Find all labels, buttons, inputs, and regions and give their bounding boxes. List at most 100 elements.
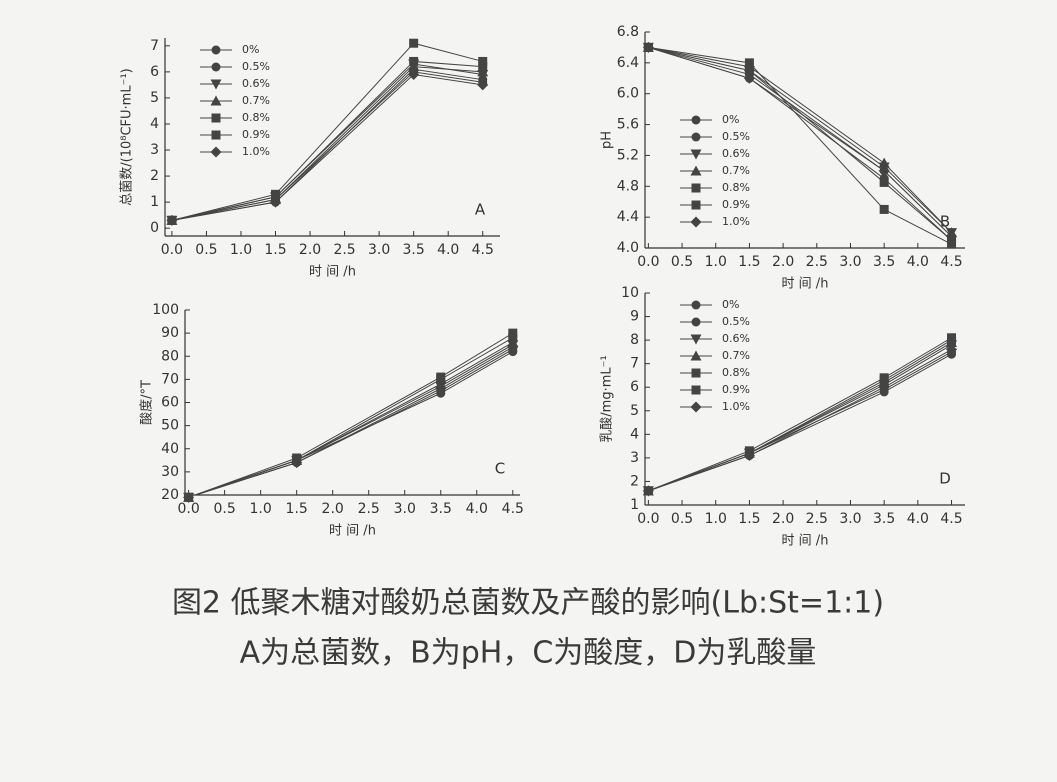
series-line bbox=[648, 339, 952, 492]
y-tick-label: 80 bbox=[161, 348, 179, 364]
marker bbox=[878, 381, 890, 393]
marker bbox=[409, 56, 419, 66]
series-line bbox=[194, 346, 514, 495]
y-tick-label: 6 bbox=[630, 379, 639, 395]
marker bbox=[435, 383, 447, 395]
y-axis-label: 乳酸/mg·mL⁻¹ bbox=[600, 355, 615, 442]
series-line bbox=[171, 68, 483, 221]
series-line bbox=[193, 344, 514, 495]
x-tick-label: 3.5 bbox=[873, 254, 895, 270]
legend-label: 0.6% bbox=[722, 332, 750, 345]
series-line bbox=[194, 348, 514, 495]
marker bbox=[183, 491, 195, 503]
marker bbox=[408, 68, 420, 80]
legend-label: 0.7% bbox=[722, 349, 750, 362]
series-line bbox=[648, 46, 952, 241]
marker bbox=[744, 58, 754, 68]
marker bbox=[210, 95, 222, 106]
legend-label: 0% bbox=[242, 43, 259, 56]
marker bbox=[691, 115, 701, 125]
y-tick-label: 5.6 bbox=[617, 117, 639, 133]
marker bbox=[291, 457, 303, 469]
y-tick-label: 1 bbox=[150, 194, 159, 210]
y-axis-label: pH bbox=[600, 131, 615, 149]
plot bbox=[171, 42, 483, 221]
y-tick-label: 0 bbox=[150, 220, 159, 236]
x-tick-label: 2.0 bbox=[322, 501, 344, 517]
legend-label: 0.8% bbox=[722, 366, 750, 379]
series-line bbox=[193, 337, 514, 495]
y-tick-label: 50 bbox=[161, 418, 179, 434]
marker bbox=[690, 401, 702, 413]
y-tick-label: 90 bbox=[161, 325, 179, 341]
marker bbox=[691, 385, 701, 395]
x-tick-label: 4.0 bbox=[437, 242, 459, 258]
caption-line: 图2 低聚木糖对酸奶总菌数及产酸的影响(Lb:St=1:1) bbox=[172, 586, 884, 621]
marker bbox=[211, 62, 221, 72]
marker bbox=[507, 341, 519, 353]
x-tick-label: 0.5 bbox=[213, 501, 235, 517]
marker bbox=[478, 62, 488, 72]
plot bbox=[648, 46, 952, 245]
x-axis-label: 时 间 /h bbox=[309, 265, 356, 280]
x-tick-label: 2.0 bbox=[299, 242, 321, 258]
marker bbox=[878, 165, 890, 177]
legend-label: 0% bbox=[722, 298, 739, 311]
panel-label: B bbox=[940, 213, 950, 231]
y-tick-label: 4 bbox=[630, 426, 639, 442]
legend-label: 0.5% bbox=[722, 130, 750, 143]
panel-label: A bbox=[475, 201, 486, 219]
legend-label: 1.0% bbox=[242, 145, 270, 158]
y-tick-label: 6.0 bbox=[617, 86, 639, 102]
x-tick-label: 4.0 bbox=[907, 254, 929, 270]
y-axis-label: 总菌数/(10⁸CFU·mL⁻¹) bbox=[120, 68, 135, 205]
marker bbox=[642, 41, 654, 53]
series-line bbox=[648, 46, 952, 245]
x-tick-label: 2.5 bbox=[806, 511, 828, 527]
x-tick-label: 4.0 bbox=[466, 501, 488, 517]
legend-label: 0.7% bbox=[242, 94, 270, 107]
marker bbox=[743, 72, 755, 84]
marker bbox=[946, 230, 958, 242]
y-tick-label: 1 bbox=[630, 497, 639, 513]
x-tick-label: 1.0 bbox=[230, 242, 252, 258]
x-tick-label: 2.5 bbox=[333, 242, 355, 258]
legend-label: 0.6% bbox=[242, 77, 270, 90]
plot bbox=[648, 337, 952, 492]
x-tick-label: 3.5 bbox=[403, 242, 425, 258]
marker bbox=[691, 300, 701, 310]
y-tick-label: 2 bbox=[150, 168, 159, 184]
x-tick-label: 4.5 bbox=[502, 501, 524, 517]
y-tick-label: 2 bbox=[630, 473, 639, 489]
y-tick-label: 7 bbox=[630, 356, 639, 372]
legend-label: 0.5% bbox=[242, 60, 270, 73]
marker bbox=[690, 334, 702, 345]
y-tick-label: 4 bbox=[150, 116, 159, 132]
x-tick-label: 0.5 bbox=[671, 511, 693, 527]
y-tick-label: 60 bbox=[161, 395, 179, 411]
y-tick-label: 20 bbox=[161, 487, 179, 503]
y-tick-label: 6 bbox=[150, 64, 159, 80]
marker bbox=[879, 177, 889, 187]
marker bbox=[270, 196, 282, 208]
series-line bbox=[648, 46, 952, 233]
marker bbox=[946, 344, 958, 356]
marker bbox=[211, 130, 221, 140]
x-tick-label: 0.0 bbox=[177, 501, 199, 517]
legend-label: 1.0% bbox=[722, 400, 750, 413]
x-tick-label: 1.5 bbox=[286, 501, 308, 517]
series-line bbox=[171, 60, 483, 221]
marker bbox=[879, 204, 889, 214]
y-tick-label: 40 bbox=[161, 441, 179, 457]
marker bbox=[878, 157, 890, 168]
marker bbox=[211, 113, 221, 123]
plot bbox=[193, 332, 514, 495]
legend-label: 0.9% bbox=[722, 383, 750, 396]
y-tick-label: 3 bbox=[150, 142, 159, 158]
marker bbox=[210, 79, 222, 90]
x-tick-label: 4.5 bbox=[940, 254, 962, 270]
x-tick-label: 4.0 bbox=[907, 511, 929, 527]
y-tick-label: 4.8 bbox=[617, 178, 639, 194]
y-tick-label: 3 bbox=[630, 450, 639, 466]
x-tick-label: 3.0 bbox=[368, 242, 390, 258]
